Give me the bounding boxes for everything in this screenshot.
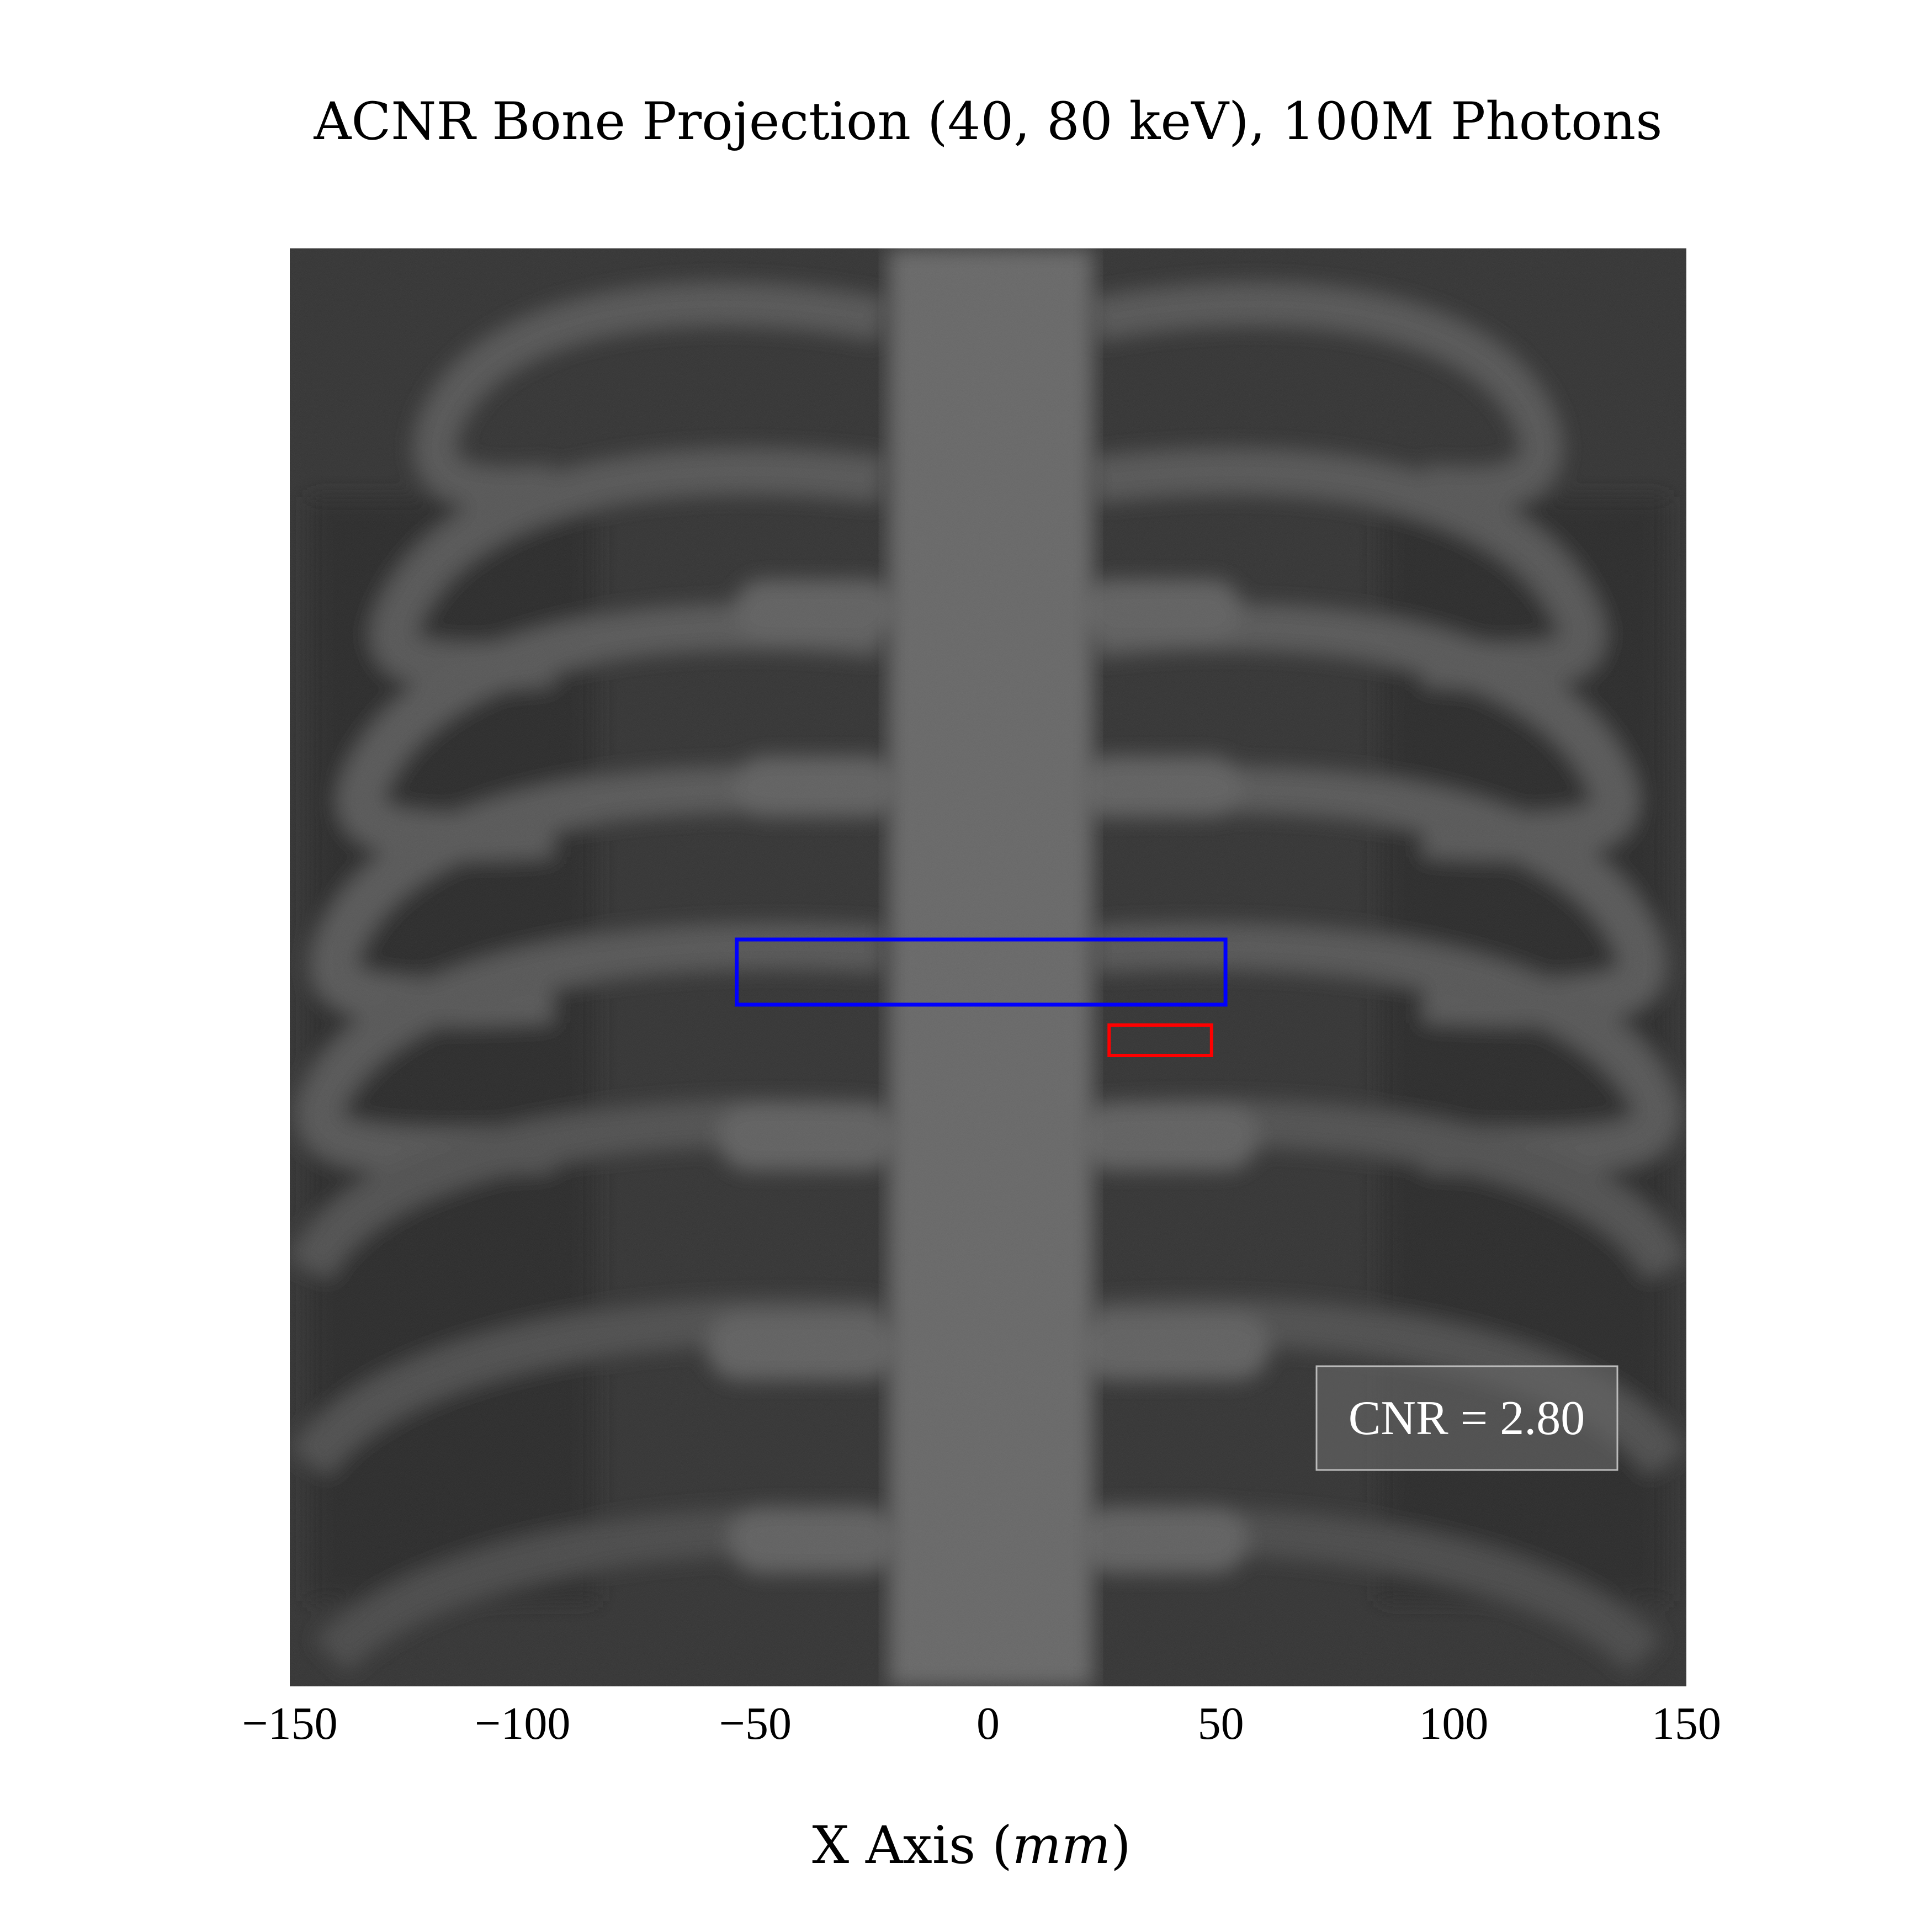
x-axis-label: X Axis (mm) — [812, 1816, 1131, 1876]
x-tick-label: 150 — [1652, 1698, 1721, 1749]
x-tick-label: −150 — [242, 1698, 337, 1749]
x-tick-label: −100 — [475, 1698, 570, 1749]
x-axis-label-text: X Axis ( — [812, 1816, 1012, 1876]
x-tick-label: 0 — [976, 1698, 1000, 1749]
chart-title: ACNR Bone Projection (40, 80 keV), 100M … — [314, 92, 1663, 152]
x-axis-ticks: −150 −100 −50 0 50 100 150 — [242, 1698, 1721, 1749]
roi-layer — [735, 937, 1228, 1057]
cnr-annotation: CNR = 2.80 — [1315, 1365, 1618, 1471]
background-roi-box — [1107, 1023, 1213, 1057]
x-tick-label: 100 — [1419, 1698, 1488, 1749]
signal-roi-box — [735, 937, 1228, 1007]
cnr-annotation-text: CNR = 2.80 — [1349, 1392, 1585, 1445]
x-axis-label-close: ) — [1111, 1816, 1131, 1876]
x-tick-label: −50 — [719, 1698, 792, 1749]
x-tick-label: 50 — [1198, 1698, 1244, 1749]
cnr-annotation-box — [1315, 1365, 1618, 1471]
x-axis-label-unit: mm — [1012, 1816, 1111, 1876]
